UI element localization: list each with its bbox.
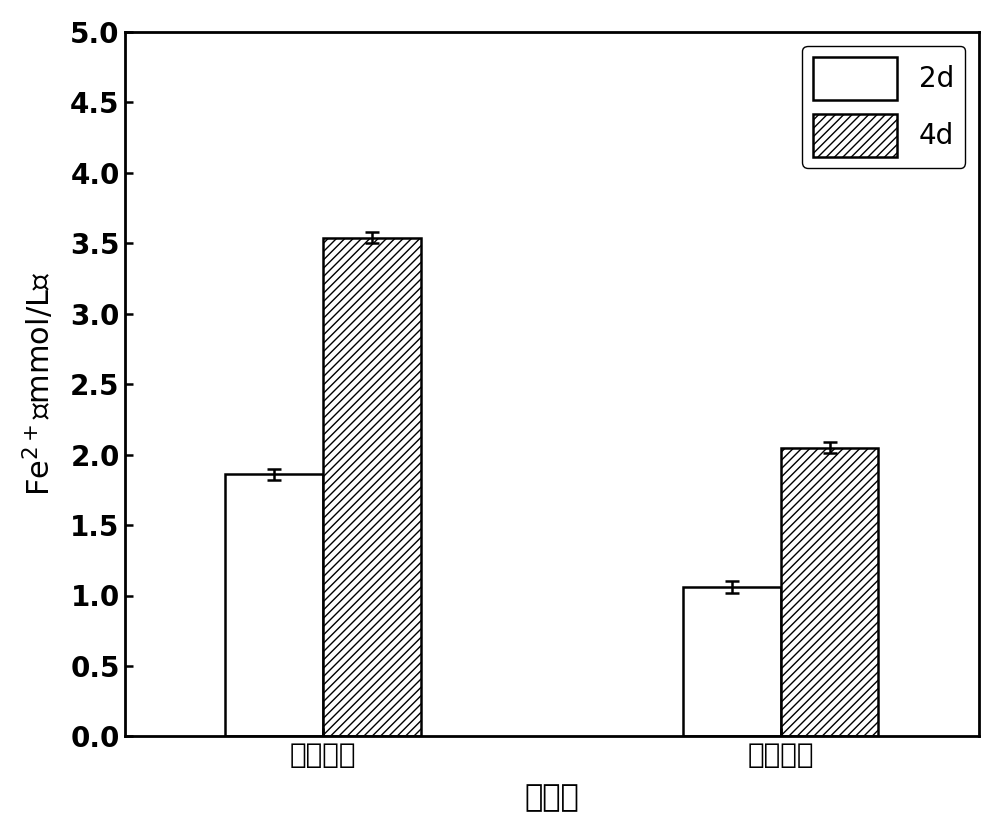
X-axis label: 实验组: 实验组 xyxy=(524,783,579,812)
Bar xyxy=(323,237,421,736)
Bar xyxy=(225,474,323,736)
Bar xyxy=(683,587,781,736)
Y-axis label: $\rm Fe^{2+}$（mmol/L）: $\rm Fe^{2+}$（mmol/L） xyxy=(21,272,56,496)
Legend: 2d, 4d: 2d, 4d xyxy=(802,46,965,167)
Bar xyxy=(781,447,878,736)
